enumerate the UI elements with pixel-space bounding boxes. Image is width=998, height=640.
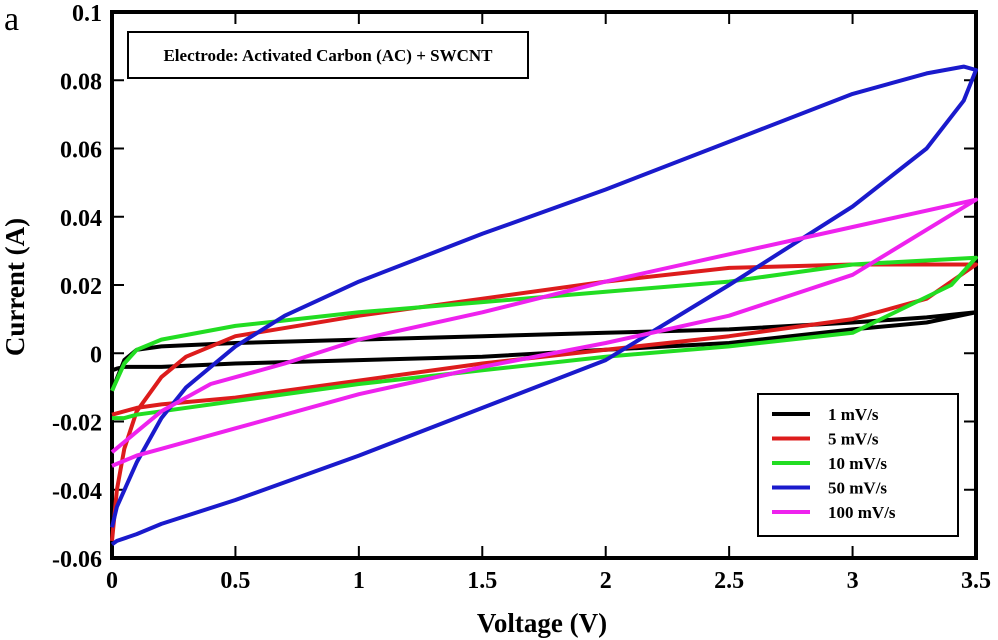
y-tick-label: 0.06 <box>60 138 102 164</box>
x-tick-label: 3.5 <box>961 568 991 594</box>
legend-entry: 1 mV/s <box>828 405 879 424</box>
legend-entry: 10 mV/s <box>828 454 887 473</box>
annotation-box: Electrode: Activated Carbon (AC) + SWCNT <box>127 31 529 79</box>
series-line <box>110 262 978 542</box>
legend-entry: 100 mV/s <box>828 503 896 522</box>
y-tick-label: -0.06 <box>52 547 102 573</box>
y-axis-label: Current (A) <box>0 218 30 356</box>
series-line <box>110 64 978 547</box>
panel-label: a <box>4 1 19 38</box>
series-layer <box>110 64 978 547</box>
x-tick-label: 1 <box>353 568 365 594</box>
y-tick-label: 0.1 <box>72 1 102 27</box>
x-tick-label: 1.5 <box>467 568 497 594</box>
x-axis-label: Voltage (V) <box>477 608 607 638</box>
series-line <box>110 197 978 468</box>
x-tick-label: 0.5 <box>220 568 250 594</box>
y-tick-label: 0.02 <box>60 274 102 300</box>
legend-entry: 50 mV/s <box>828 479 887 498</box>
annotation-frame <box>127 31 529 79</box>
x-tick-label: 2.5 <box>714 568 744 594</box>
y-tick-label: 0.08 <box>60 69 102 95</box>
x-tick-label: 0 <box>106 568 118 594</box>
y-tick-label: -0.02 <box>52 411 102 437</box>
series-line <box>110 255 978 421</box>
series-line <box>110 310 978 392</box>
x-tick-label: 2 <box>600 568 612 594</box>
x-tick-label: 3 <box>847 568 859 594</box>
legend-entry: 5 mV/s <box>828 430 879 449</box>
tick-layer: 0 0.5 1 1.5 2 2.5 3 3.5 -0.06 -0.04 -0.02 0 0.02 0.04… <box>52 1 991 594</box>
y-tick-label: 0.04 <box>60 206 102 232</box>
legend: 1 mV/s 5 mV/s 10 mV/s 50 mV/s 100 mV/s <box>757 393 959 537</box>
y-tick-label: -0.04 <box>52 479 102 505</box>
electrode-annotation: Electrode: Activated Carbon (AC) + SWCNT <box>163 46 493 65</box>
y-tick-label: 0 <box>90 342 102 368</box>
